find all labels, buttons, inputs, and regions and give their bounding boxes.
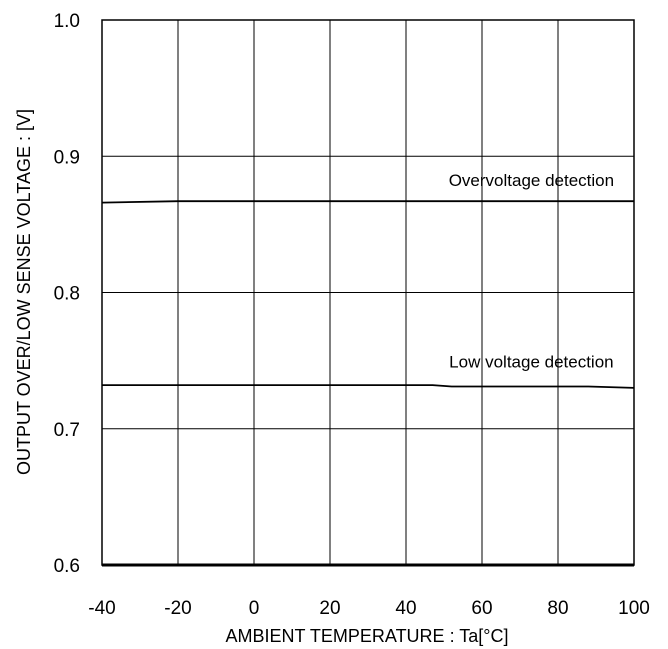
annotations: Overvoltage detection Low voltage detecti… bbox=[449, 171, 614, 371]
y-tick-label: 0.8 bbox=[54, 284, 80, 305]
series-label: Overvoltage detection bbox=[449, 171, 614, 190]
x-axis-title: AMBIENT TEMPERATURE : Ta[°C] bbox=[226, 626, 509, 646]
x-tick-label: -40 bbox=[88, 598, 115, 619]
series-layer bbox=[101, 200, 635, 389]
y-axis-title: OUTPUT OVER/LOW SENSE VOLTAGE : [V] bbox=[14, 109, 34, 475]
tick-labels: -40 -20 0 20 40 60 80 100 0.6 0.7 0.8 0.9 1.0 bbox=[54, 11, 650, 619]
plot-frame bbox=[101, 19, 635, 567]
x-tick-label: 20 bbox=[319, 598, 340, 619]
series-line bbox=[102, 384, 635, 389]
series-label: Low voltage detection bbox=[449, 352, 613, 371]
x-tick-label: 80 bbox=[547, 598, 568, 619]
y-tick-label: 0.6 bbox=[54, 556, 80, 577]
series-line bbox=[101, 200, 634, 204]
y-tick-label: 0.9 bbox=[54, 147, 80, 168]
y-tick-label: 0.7 bbox=[54, 420, 80, 441]
x-tick-label: 100 bbox=[618, 598, 650, 619]
x-tick-label: 0 bbox=[249, 598, 260, 619]
y-tick-label: 1.0 bbox=[54, 11, 80, 32]
grid bbox=[102, 20, 634, 565]
x-tick-label: 40 bbox=[395, 598, 416, 619]
x-tick-label: -20 bbox=[164, 598, 191, 619]
x-tick-label: 60 bbox=[471, 598, 492, 619]
